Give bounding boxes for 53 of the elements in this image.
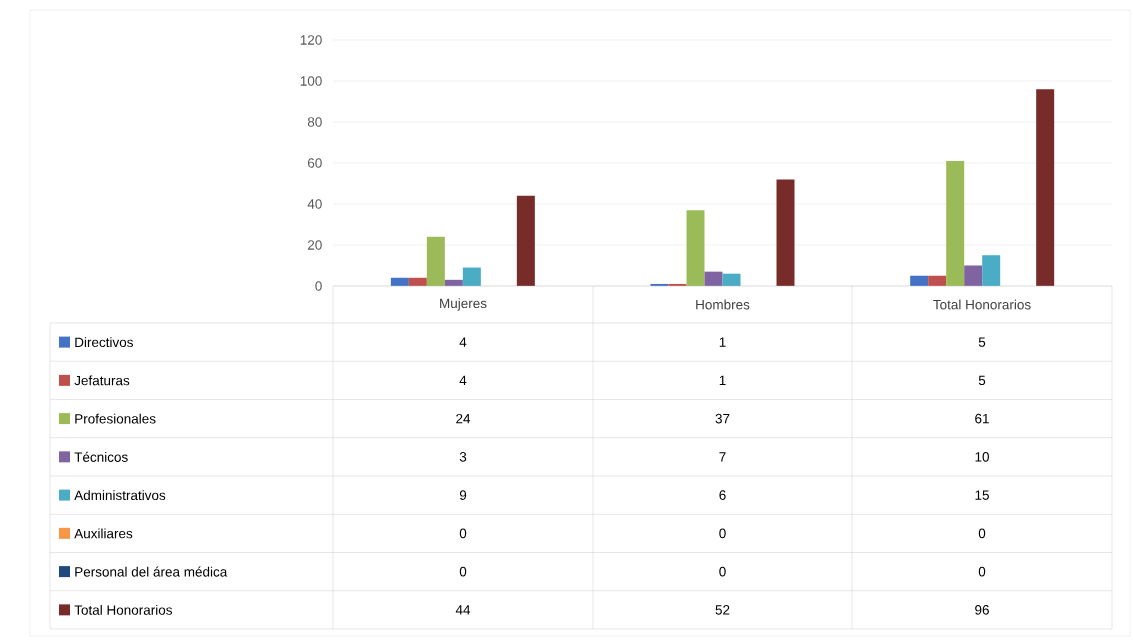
data-label: 37 <box>715 413 730 424</box>
y-tick-label: 20 <box>307 240 322 250</box>
data-label: 7 <box>719 452 726 462</box>
y-tick-label: 60 <box>307 158 322 168</box>
data-label: 4 <box>459 337 467 347</box>
legend-label: Auxiliares <box>74 528 133 539</box>
data-label: 5 <box>978 337 986 347</box>
data-label: 44 <box>455 605 471 615</box>
legend-label: Profesionales <box>75 413 156 424</box>
y-tick-label: 40 <box>307 199 322 209</box>
legend-label: Directivos <box>75 337 133 348</box>
bar <box>776 179 795 286</box>
bar <box>426 236 445 286</box>
legend-label: Personal del área médica <box>75 566 228 577</box>
y-tick-label: 80 <box>307 117 322 127</box>
data-label: 0 <box>719 528 726 539</box>
bar <box>1036 89 1055 286</box>
bar <box>686 210 705 286</box>
data-label: 96 <box>975 605 989 615</box>
data-label: 0 <box>978 528 986 539</box>
data-label: 6 <box>719 490 726 500</box>
x-tick-label: Mujeres <box>440 298 487 311</box>
bar <box>722 273 741 286</box>
data-label: 15 <box>975 490 989 500</box>
data-label: 0 <box>978 566 986 577</box>
data-label: 24 <box>456 413 471 424</box>
data-label: 61 <box>975 413 989 424</box>
bar <box>982 255 1001 286</box>
data-label: 52 <box>715 605 730 615</box>
y-tick-label: 0 <box>315 281 322 291</box>
data-label: 9 <box>459 490 467 500</box>
legend-label: Jefaturas <box>74 375 130 386</box>
data-label: 1 <box>719 337 726 347</box>
data-label: 0 <box>719 566 726 577</box>
x-tick-label: Hombres <box>696 299 750 310</box>
x-tick-label: Total Honorarios <box>933 299 1031 310</box>
bar <box>964 265 983 286</box>
legend-label: Administrativos <box>74 490 166 501</box>
y-tick-label: 100 <box>300 76 322 86</box>
y-tick-label: 120 <box>300 35 322 45</box>
bar <box>704 271 723 286</box>
legend-label: Técnicos <box>74 451 128 462</box>
data-label: 10 <box>975 452 989 462</box>
data-label: 0 <box>459 566 467 577</box>
data-label: 3 <box>459 452 467 462</box>
data-label: 4 <box>459 375 467 386</box>
bar <box>516 195 535 286</box>
bar <box>946 160 965 286</box>
data-label: 0 <box>459 528 467 539</box>
data-label: 5 <box>978 375 986 386</box>
legend-label: Total Honorarios <box>74 604 172 615</box>
data-label: 1 <box>719 375 726 386</box>
bar <box>462 267 481 286</box>
